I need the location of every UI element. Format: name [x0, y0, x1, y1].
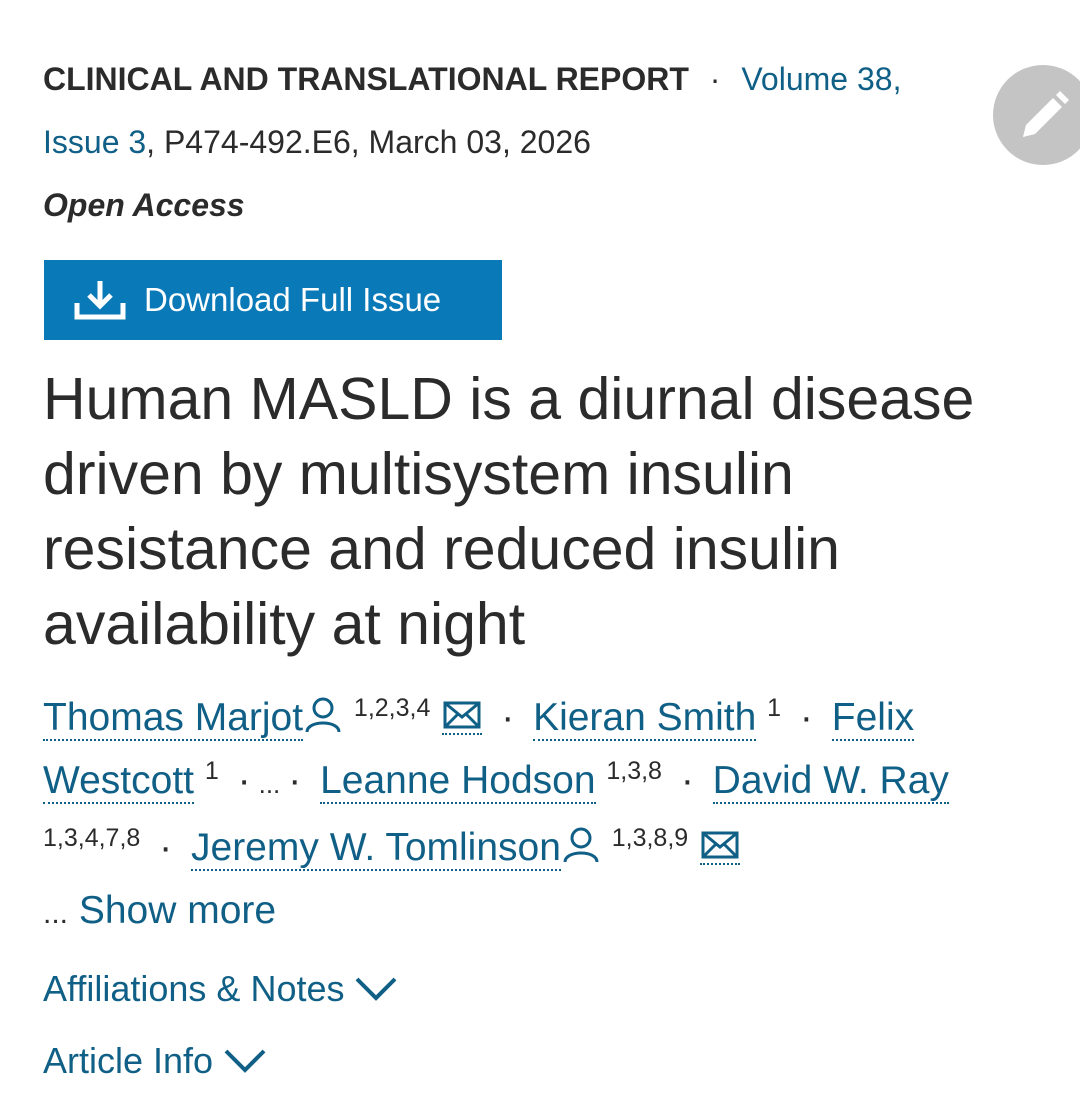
issue-details: , P474-492.E6, March 03, 2026 [146, 124, 591, 160]
separator: · [288, 759, 302, 802]
person-icon [305, 697, 341, 733]
author-name[interactable]: David W. Ray [712, 759, 949, 804]
accordion-affiliations[interactable]: Affiliations & Notes [43, 968, 398, 1010]
download-label: Download Full Issue [144, 281, 442, 318]
section-label: CLINICAL AND TRANSLATIONAL REPORT [43, 61, 689, 97]
chevron [224, 1049, 266, 1073]
accordion-article-info[interactable]: Article Info [43, 1040, 267, 1082]
separator: · [159, 826, 173, 869]
affiliation: 1 [204, 757, 219, 785]
article-title: Human MASLD is a diurnal disease driven … [43, 366, 975, 657]
email-icon[interactable] [442, 700, 483, 735]
affiliation: 1 [767, 694, 782, 722]
affiliation: 1,3,8,9 [611, 824, 689, 852]
separator: · [501, 696, 515, 739]
separator: · [709, 61, 721, 97]
edit-button[interactable] [993, 65, 1080, 165]
separator: · [799, 696, 813, 739]
author-name[interactable]: Felix Westcott [43, 696, 915, 804]
download-icon [74, 281, 126, 320]
person-icon [563, 827, 599, 863]
separator: · [237, 759, 251, 802]
author-name[interactable]: Leanne Hodson [320, 759, 596, 804]
chevron [356, 977, 397, 1001]
header-line: CLINICAL AND TRANSLATIONAL REPORT · Volu… [43, 48, 901, 110]
accordion-label: Article Info [43, 1040, 214, 1081]
affiliation: 1,2,3,4 [353, 694, 431, 722]
separator: · [680, 759, 694, 802]
header-line: Issue 3, P474-492.E6, March 03, 2026 [43, 111, 591, 173]
author-list: Thomas Marjot 1,2,3,4 · Kieran Smith 1 ·… [43, 686, 1053, 945]
show-more[interactable]: ... Show more [43, 889, 276, 932]
ellipsis: ... [43, 897, 69, 930]
author-name[interactable]: Jeremy W. Tomlinson [191, 826, 561, 871]
issue-link[interactable]: Issue 3 [43, 124, 147, 160]
affiliation: 1,3,8 [606, 757, 662, 785]
volume-link[interactable]: Volume 38, [741, 61, 902, 97]
open-access: Open Access [43, 187, 245, 223]
omitted-authors: ... [258, 769, 281, 799]
author-name[interactable]: Kieran Smith [533, 696, 757, 741]
affiliation: 1,3,4,7,8 [43, 824, 141, 852]
show-more-label: Show more [78, 889, 277, 932]
download-button[interactable]: Download Full Issue [44, 260, 502, 340]
author-name[interactable]: Thomas Marjot [43, 696, 304, 741]
accordion-label: Affiliations & Notes [43, 968, 345, 1009]
email-icon[interactable] [700, 830, 741, 865]
